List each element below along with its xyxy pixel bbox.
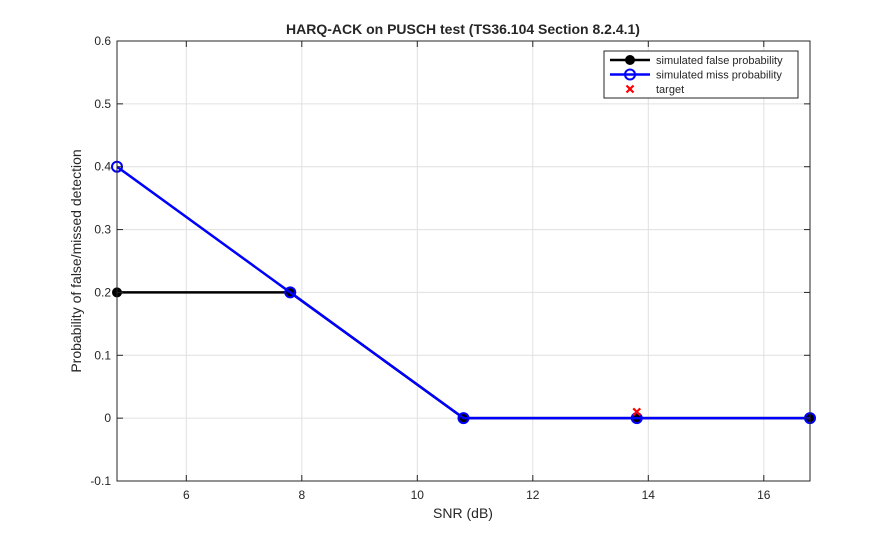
x-tick-label: 12 bbox=[526, 488, 540, 502]
y-tick-label: 0.4 bbox=[94, 160, 111, 174]
series-line-simulated-miss-probability bbox=[116, 165, 810, 420]
plot-area bbox=[117, 41, 810, 481]
legend-label-target: target bbox=[656, 84, 684, 96]
x-axis-label: SNR (dB) bbox=[433, 505, 493, 521]
series-target bbox=[632, 407, 642, 417]
data-point-simulated-miss-probability bbox=[284, 286, 297, 299]
y-tick-label: 0 bbox=[104, 411, 111, 425]
x-tick-label: 10 bbox=[411, 488, 425, 502]
y-tick-label: 0.6 bbox=[94, 34, 111, 48]
data-point-target-stroke bbox=[632, 407, 642, 417]
y-axis-label: Probability of false/missed detection bbox=[68, 149, 84, 372]
x-tick-label: 6 bbox=[183, 488, 190, 502]
y-tick-label: 0.1 bbox=[94, 348, 111, 362]
legend-marker-simulated-miss-probability bbox=[624, 68, 636, 81]
legend: simulated false probability simulated mis… bbox=[603, 50, 799, 99]
x-tick-label: 8 bbox=[298, 488, 305, 502]
legend-label-simulated-miss-probability: simulated miss probability bbox=[656, 70, 782, 82]
y-tick-label: 0.2 bbox=[94, 285, 111, 299]
ticks: 6 8 10 12 14 16 -0.1 0 0.1 0.2 0.3 0.4 0.5 0.6 bbox=[90, 34, 810, 502]
legend-marker-target bbox=[625, 84, 635, 94]
y-tick-label: 0.5 bbox=[94, 97, 111, 111]
x-tick-label: 14 bbox=[642, 488, 656, 502]
data-point-target bbox=[632, 407, 642, 417]
legend-marker-simulated-false-probability bbox=[625, 55, 635, 65]
x-tick-label: 16 bbox=[757, 488, 771, 502]
y-tick-label: -0.1 bbox=[90, 474, 111, 488]
legend-label-simulated-false-probability: simulated false probability bbox=[656, 55, 783, 67]
chart-title: HARQ-ACK on PUSCH test (TS36.104 Section… bbox=[286, 21, 640, 37]
y-tick-label: 0.3 bbox=[94, 223, 111, 237]
axes-box bbox=[116, 40, 811, 482]
data-point-simulated-miss-probability bbox=[457, 412, 470, 425]
legend-marker-target-stroke bbox=[625, 84, 635, 94]
